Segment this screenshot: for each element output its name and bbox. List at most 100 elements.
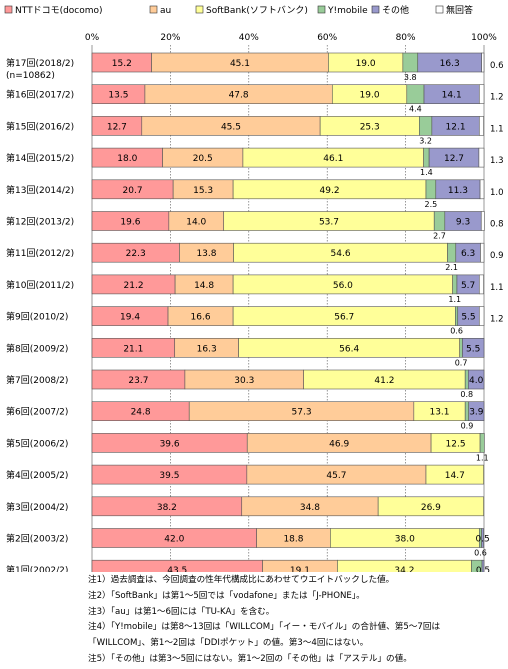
category-label-3: 第14回(2015/2) — [6, 152, 74, 164]
label-ymobile-12: 1.1 — [476, 453, 489, 462]
category-label-2: 第15回(2016/2) — [6, 120, 74, 132]
label-docomo-13: 39.5 — [159, 471, 179, 481]
bar-ymobile-12 — [479, 433, 485, 453]
label-noanswer-2: 1.1 — [490, 124, 504, 134]
label-other-2: 12.1 — [446, 122, 466, 132]
legend-label-5: 無回答 — [446, 4, 473, 16]
label-softbank-7: 56.0 — [333, 281, 353, 291]
label-docomo-16: 43.5 — [167, 566, 187, 572]
bar-ymobile-3 — [423, 147, 430, 168]
label-ymobile-15: 0.6 — [474, 549, 487, 558]
label-au-10: 30.3 — [234, 376, 254, 386]
bar-other-11 — [468, 401, 485, 422]
label-softbank-11: 13.1 — [429, 408, 449, 418]
x-tick-label-4: 80% — [396, 33, 416, 43]
bar-ymobile-9 — [459, 337, 463, 358]
legend-label-2: SoftBank(ソフトバンク) — [206, 5, 308, 16]
footnote-1: 注1）過去調査は、今回調査の性年代構成比にあわせてウエイトバックした値。 — [88, 575, 395, 585]
x-tick-label-5: 100% — [471, 33, 497, 43]
bar-ymobile-8 — [455, 306, 459, 326]
category-label-6: 第11回(2012/2) — [6, 247, 74, 259]
footnote-3: 注3）「au」は第1～6回には「TU-KA」を含む。 — [88, 606, 275, 617]
label-docomo-7: 21.2 — [124, 281, 144, 291]
label-softbank-15: 38.0 — [395, 535, 415, 545]
label-au-7: 14.8 — [194, 281, 214, 291]
label-softbank-13: 14.7 — [445, 471, 465, 481]
x-tick-label-1: 20% — [160, 33, 180, 43]
label-other-0: 16.3 — [440, 59, 460, 69]
label-softbank-6: 54.6 — [331, 249, 351, 259]
bar-noanswer-1 — [478, 84, 485, 104]
label-docomo-4: 20.7 — [123, 186, 143, 196]
footnotes: 注1）過去調査は、今回調査の性年代構成比にあわせてウエイトバックした値。 注2）… — [88, 573, 504, 668]
category-label-13: 第4回(2005/2) — [6, 469, 68, 481]
label-noanswer-3: 1.3 — [490, 156, 504, 166]
category-label-9: 第8回(2009/2) — [6, 342, 68, 354]
label-au-3: 20.5 — [193, 154, 213, 164]
bar-other-16 — [481, 559, 485, 572]
footnote-5: 「WILLCOM」、第1～2回は「DDIポケット」の値。第3～4回にはない。 — [88, 638, 369, 649]
label-softbank-12: 12.5 — [446, 439, 466, 449]
bar-ymobile-0 — [402, 52, 419, 73]
label-softbank-9: 56.4 — [339, 344, 359, 354]
label-au-8: 16.6 — [191, 313, 211, 323]
label-noanswer-5: 0.8 — [490, 220, 504, 230]
label-ymobile-10: 0.8 — [460, 390, 473, 399]
label-docomo-8: 19.4 — [120, 313, 140, 323]
label-other-16: 0.5 — [476, 566, 490, 572]
label-au-9: 16.3 — [197, 344, 217, 354]
bar-ymobile-1 — [406, 84, 425, 104]
stacked-bar-chart: NTTドコモ(docomo) au SoftBank(ソフトバンク) Y!mobile… — [4, 4, 504, 572]
label-au-4: 15.3 — [193, 186, 213, 196]
category-label-1: 第16回(2017/2) — [6, 89, 74, 101]
label-other-7: 5.7 — [461, 281, 475, 291]
label-ymobile-9: 0.7 — [455, 358, 468, 367]
label-au-2: 45.5 — [221, 122, 241, 132]
category-label-10: 第7回(2008/2) — [6, 374, 68, 386]
bar-ymobile-6 — [447, 242, 457, 263]
footnote-2: 注2）「SoftBank」は第1～5回では「vodafone」または「J-PHO… — [88, 590, 365, 601]
label-au-12: 46.9 — [329, 439, 349, 449]
label-other-15: 0.5 — [475, 535, 489, 545]
bars — [91, 52, 485, 572]
category-label-11: 第6回(2007/2) — [6, 406, 68, 418]
label-other-9: 5.5 — [466, 344, 480, 354]
bar-noanswer-0 — [481, 52, 485, 73]
label-softbank-10: 41.2 — [374, 376, 394, 386]
legend: NTTドコモ(docomo) au SoftBank(ソフトバンク) Y!mobile… — [4, 4, 473, 16]
bar-noanswer-2 — [478, 116, 484, 136]
bar-softbank-14 — [377, 496, 484, 517]
x-axis: 0% 20% 40% 60% 80% 100% — [85, 33, 497, 572]
label-docomo-1: 13.5 — [108, 91, 128, 101]
label-softbank-5: 53.7 — [319, 218, 339, 228]
legend-label-0: NTTドコモ(docomo) — [15, 6, 103, 16]
label-au-13: 45.7 — [326, 471, 346, 481]
legend-label-1: au — [160, 6, 171, 16]
label-ymobile-2: 3.2 — [419, 136, 432, 145]
label-noanswer-0: 0.6 — [490, 61, 504, 71]
label-other-1: 14.1 — [442, 91, 462, 101]
label-softbank-16: 34.2 — [394, 566, 414, 572]
label-docomo-9: 21.1 — [123, 344, 143, 354]
label-au-0: 45.1 — [230, 59, 250, 69]
category-label-15: 第2回(2003/2) — [6, 533, 68, 545]
category-label-4: 第13回(2014/2) — [6, 184, 74, 196]
bar-ymobile-10 — [464, 369, 469, 390]
legend-swatch-1 — [149, 5, 158, 14]
bar-noanswer-6 — [480, 242, 485, 263]
bar-noanswer-8 — [478, 306, 485, 326]
label-softbank-8: 56.7 — [334, 313, 354, 323]
label-docomo-15: 42.0 — [164, 535, 184, 545]
x-tick-label-2: 40% — [239, 33, 259, 43]
label-softbank-1: 19.0 — [360, 91, 380, 101]
label-ymobile-11: 0.9 — [461, 422, 474, 431]
footnote-6: 注5）「その他」は第3～5回にはない。第1～2回の「その他」は「アステル」の値。 — [88, 653, 412, 664]
legend-swatch-3 — [317, 5, 326, 14]
legend-label-3: Y!mobile — [327, 6, 368, 16]
legend-swatch-5 — [435, 5, 444, 14]
bar-ymobile-11 — [464, 401, 470, 422]
label-softbank-2: 25.3 — [360, 122, 380, 132]
bar-noanswer-7 — [478, 274, 484, 295]
bar-noanswer-4 — [479, 179, 485, 200]
label-au-6: 13.8 — [196, 249, 216, 259]
